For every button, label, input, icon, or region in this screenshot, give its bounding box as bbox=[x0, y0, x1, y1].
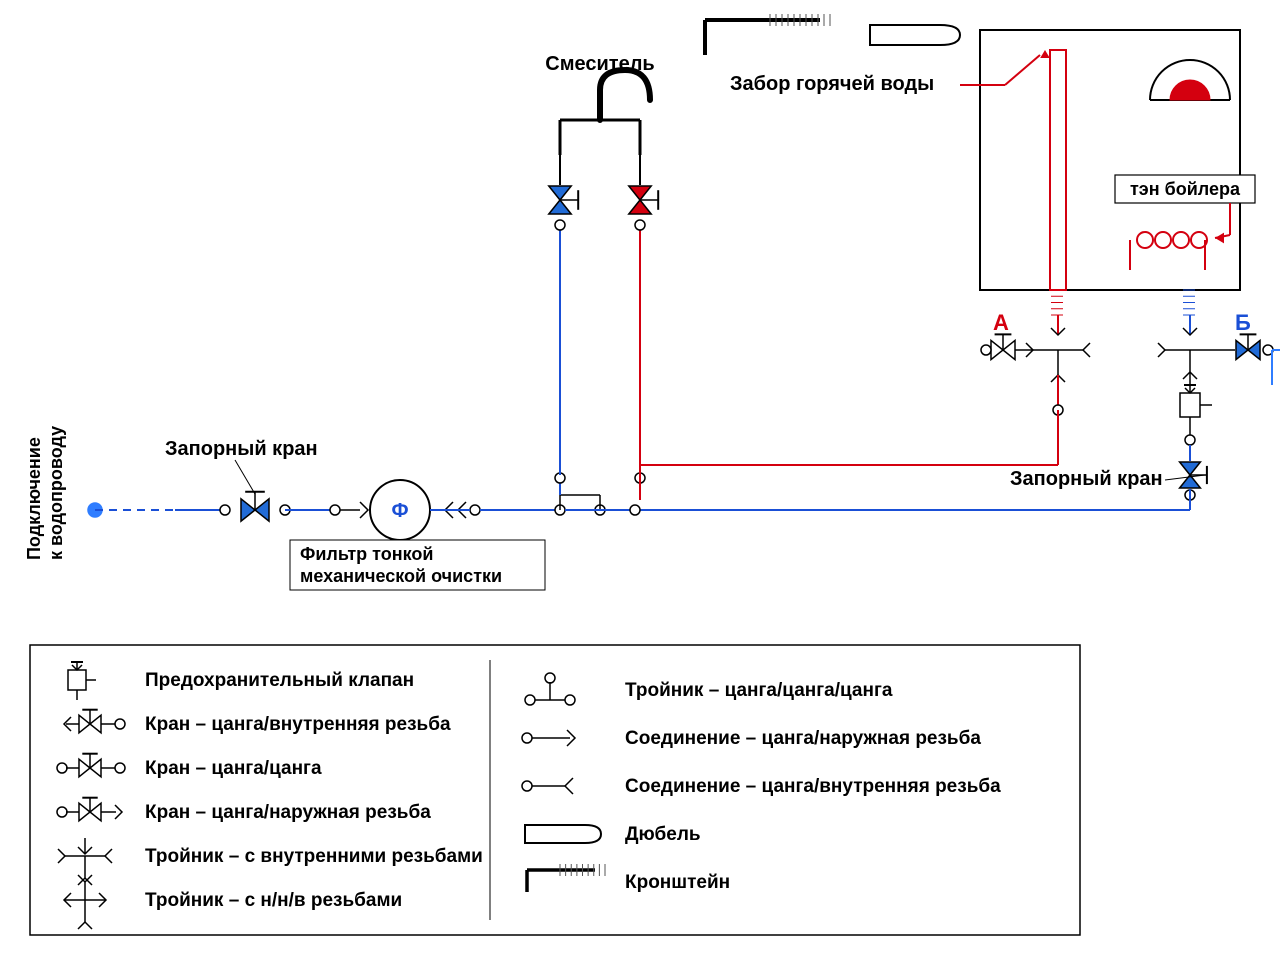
svg-text:Предохранительный клапан: Предохранительный клапан bbox=[145, 670, 414, 691]
svg-text:Запорный кран: Запорный кран bbox=[165, 438, 318, 460]
svg-text:Ф: Ф bbox=[391, 500, 408, 522]
svg-text:Соединение – цанга/внутренняя: Соединение – цанга/внутренняя резьба bbox=[625, 776, 1001, 797]
svg-text:механической очистки: механической очистки bbox=[300, 566, 502, 586]
svg-text:Тройник – с н/н/в резьбами: Тройник – с н/н/в резьбами bbox=[145, 890, 402, 911]
svg-text:Тройник – с внутренними резьба: Тройник – с внутренними резьбами bbox=[145, 846, 483, 867]
svg-text:к водопроводу: к водопроводу bbox=[46, 426, 66, 560]
plumbing-diagram: Ф Смеситель тэн бойлера Забор горячей воды А… bbox=[0, 0, 1280, 960]
boiler-body bbox=[980, 30, 1240, 290]
svg-text:Кран – цанга/цанга: Кран – цанга/цанга bbox=[145, 758, 322, 779]
svg-text:Кран – цанга/внутренняя резьба: Кран – цанга/внутренняя резьба bbox=[145, 714, 451, 735]
svg-text:Запорный кран: Запорный кран bbox=[1010, 468, 1163, 490]
svg-text:Соединение – цанга/наружная ре: Соединение – цанга/наружная резьба bbox=[625, 728, 981, 749]
svg-text:Подключение: Подключение bbox=[24, 437, 44, 560]
svg-text:А: А bbox=[993, 310, 1009, 335]
svg-text:Дюбель: Дюбель bbox=[625, 824, 701, 845]
svg-text:Забор горячей воды: Забор горячей воды bbox=[730, 73, 934, 95]
svg-text:тэн бойлера: тэн бойлера bbox=[1130, 179, 1241, 199]
svg-text:Тройник – цанга/цанга/цанга: Тройник – цанга/цанга/цанга bbox=[625, 680, 893, 701]
svg-text:Фильтр тонкой: Фильтр тонкой bbox=[300, 544, 433, 564]
svg-text:Кронштейн: Кронштейн bbox=[625, 872, 730, 893]
svg-text:Б: Б bbox=[1235, 310, 1251, 335]
svg-text:Смеситель: Смеситель bbox=[545, 53, 654, 75]
svg-text:Кран – цанга/наружная резьба: Кран – цанга/наружная резьба bbox=[145, 802, 431, 823]
